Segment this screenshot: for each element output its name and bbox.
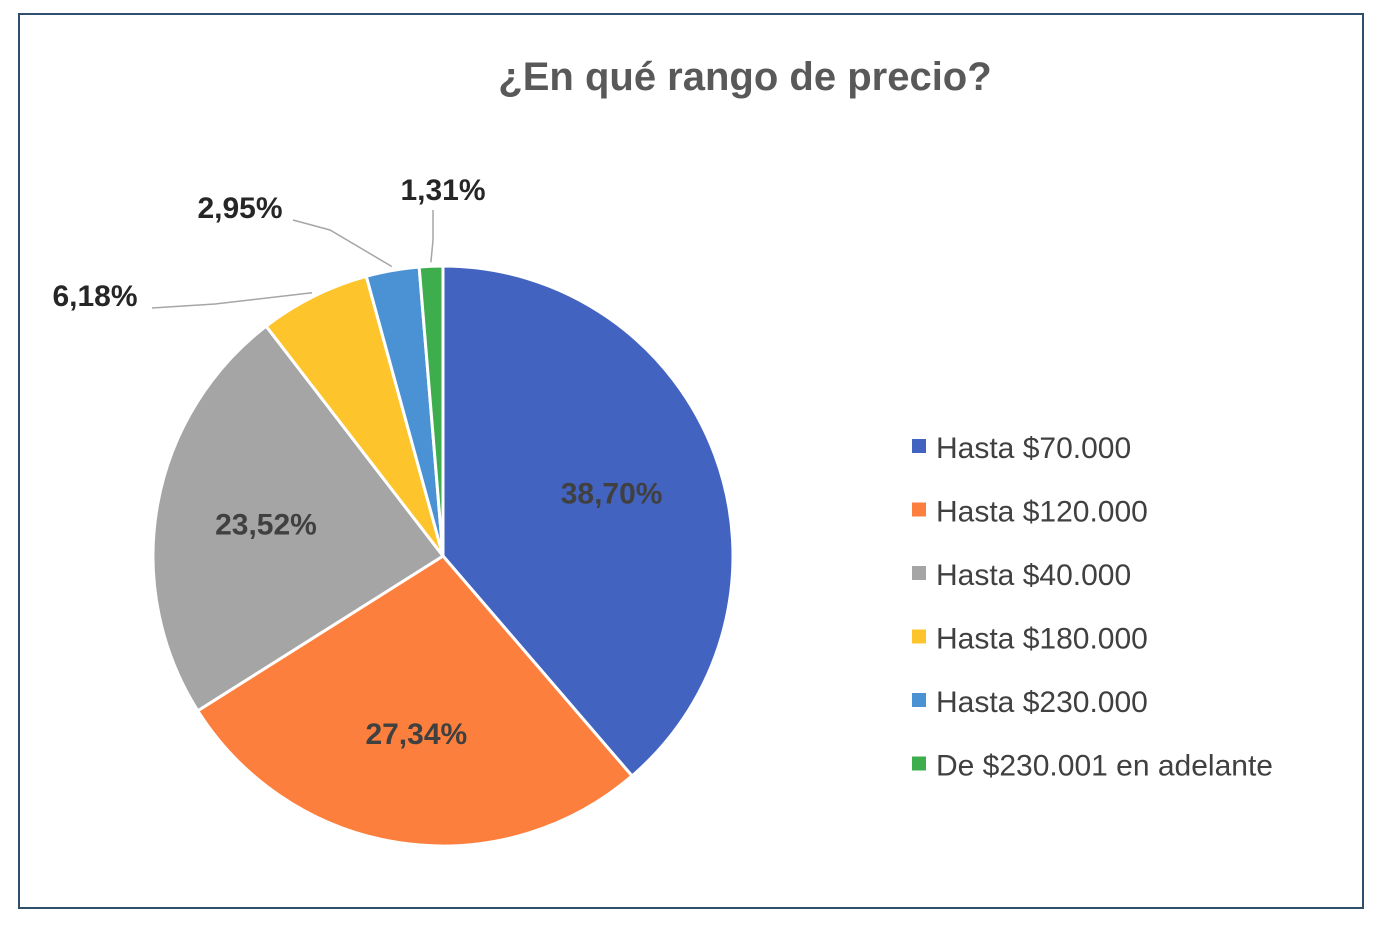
data-label-hasta-230-000: 2,95%	[197, 192, 282, 225]
legend-label-hasta-40-000: Hasta $40.000	[936, 559, 1131, 592]
legend: Hasta $70.000 Hasta $120.000 Hasta $40.000…	[912, 432, 1273, 783]
legend-swatch-hasta-230-000	[912, 693, 926, 707]
data-label-hasta-180-000: 6,18%	[52, 280, 137, 313]
data-label-hasta-70-000: 38,70%	[561, 478, 663, 511]
pie-slices	[151, 264, 735, 848]
legend-label-hasta-180-000: Hasta $180.000	[936, 623, 1148, 656]
pie-slice-hasta-120-000	[195, 554, 635, 848]
legend-swatch-hasta-180-000	[912, 629, 926, 644]
legend-label-hasta-120-000: Hasta $120.000	[936, 496, 1148, 529]
data-labels: 38,70% 27,34% 23,52% 6,18% 2,95% 1,31%	[52, 174, 662, 751]
legend-label-hasta-230-000: Hasta $230.000	[936, 686, 1148, 719]
legend-swatch-hasta-40-000	[912, 566, 926, 580]
leader-line-hasta-180-000	[151, 292, 313, 309]
pie-slice-de-230-001-en-adelante	[417, 264, 445, 557]
legend-label-hasta-70-000: Hasta $70.000	[936, 432, 1131, 465]
data-label-hasta-120-000: 27,34%	[365, 718, 467, 751]
leader-line-hasta-230-000	[292, 219, 393, 268]
legend-swatch-de-230-001-en-adelante	[912, 756, 926, 771]
data-label-hasta-40-000: 23,52%	[215, 509, 317, 542]
legend-swatch-hasta-70-000	[912, 439, 926, 453]
chart-title: ¿En qué rango de precio?	[498, 55, 991, 99]
pie-slice-hasta-70-000	[441, 264, 735, 779]
legend-swatch-hasta-120-000	[912, 502, 926, 517]
leader-lines	[151, 210, 434, 309]
data-label-de-230-001-en-adelante: 1,31%	[400, 174, 485, 207]
legend-label-de-230-001-en-adelante: De $230.001 en adelante	[936, 750, 1273, 783]
pie-slice-hasta-40-000	[151, 324, 446, 713]
leader-line-de-230-001-en-adelante	[430, 210, 434, 263]
